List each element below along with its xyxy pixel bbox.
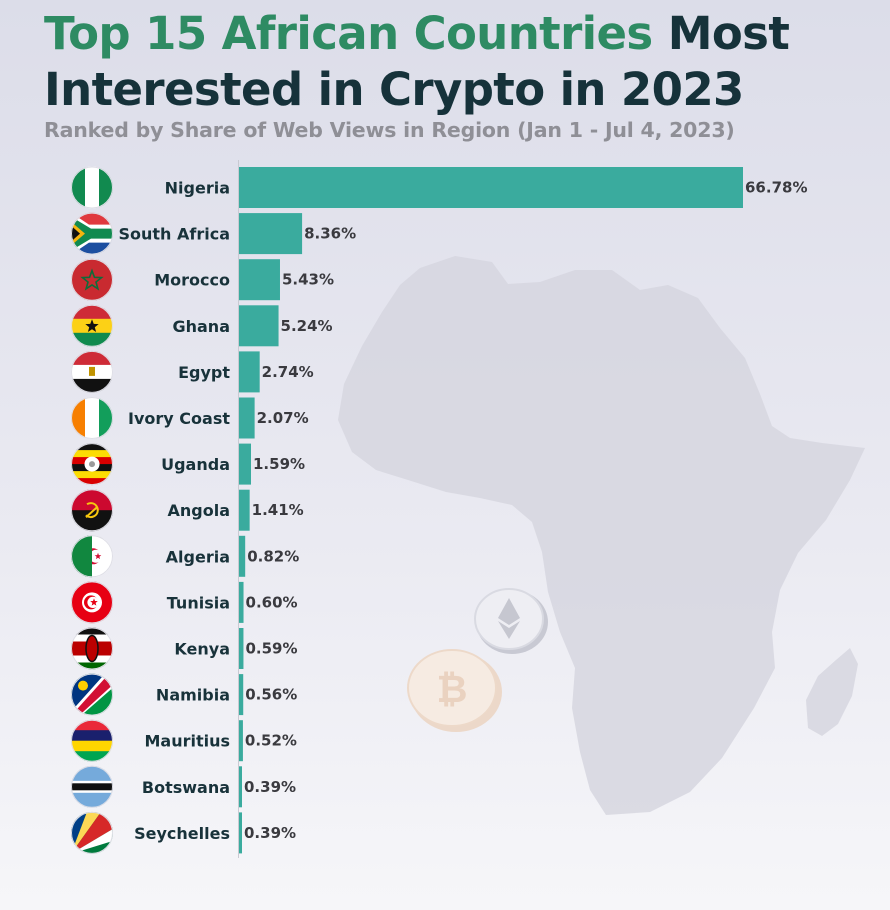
ivory-coast-flag-icon xyxy=(71,397,113,439)
category-label-kenya: Kenya xyxy=(174,640,230,659)
bar-uganda xyxy=(239,443,251,485)
bar-nigeria xyxy=(239,167,743,208)
morocco-flag-icon xyxy=(71,258,113,301)
category-label-tunisia: Tunisia xyxy=(167,593,230,612)
value-label-algeria: 0.82% xyxy=(247,547,299,565)
category-label-seychelles: Seychelles xyxy=(134,824,230,843)
africa-map-silhouette xyxy=(338,256,865,815)
chart-title: Top 15 African Countries Most Interested … xyxy=(44,6,790,118)
bar-ghana xyxy=(239,305,279,347)
chart-subtitle: Ranked by Share of Web Views in Region (… xyxy=(44,118,735,142)
value-label-mauritius: 0.52% xyxy=(245,732,297,750)
category-label-namibia: Namibia xyxy=(156,686,230,705)
bar-south-africa xyxy=(239,213,303,255)
uganda-flag-icon xyxy=(71,443,113,486)
category-label-uganda: Uganda xyxy=(161,455,230,474)
bar-morocco xyxy=(239,259,280,301)
botswana-flag-icon xyxy=(71,765,113,808)
bar-botswana xyxy=(239,766,242,808)
category-label-morocco: Morocco xyxy=(154,271,230,290)
south-africa-flag-icon xyxy=(71,212,113,255)
title-rest: Most xyxy=(652,7,790,60)
title-line-2: Interested in Crypto in 2023 xyxy=(44,63,744,116)
tunisia-flag-icon xyxy=(71,581,113,624)
bar-ivory-coast xyxy=(239,397,255,439)
category-label-south-africa: South Africa xyxy=(118,225,230,244)
value-label-angola: 1.41% xyxy=(252,501,304,519)
bitcoin-coin-icon: ₿ xyxy=(407,649,502,732)
category-label-ghana: Ghana xyxy=(172,317,230,336)
value-label-morocco: 5.43% xyxy=(282,271,334,289)
bar-seychelles xyxy=(239,812,242,854)
title-highlight: Top 15 African Countries xyxy=(44,7,653,60)
category-label-mauritius: Mauritius xyxy=(144,732,230,751)
bar-egypt xyxy=(239,351,260,393)
svg-text:₿: ₿ xyxy=(437,667,468,711)
ethereum-coin-icon xyxy=(474,588,548,654)
mauritius-flag-icon xyxy=(71,719,113,762)
algeria-flag-icon xyxy=(71,535,113,578)
bar-algeria xyxy=(239,535,246,577)
angola-flag-icon xyxy=(71,489,113,532)
bar-angola xyxy=(239,489,250,531)
value-label-egypt: 2.74% xyxy=(262,363,314,381)
category-label-botswana: Botswana xyxy=(142,778,230,797)
value-label-uganda: 1.59% xyxy=(253,455,305,473)
value-label-ghana: 5.24% xyxy=(281,317,333,335)
namibia-flag-icon xyxy=(71,673,113,716)
seychelles-flag-icon xyxy=(71,811,113,854)
category-label-egypt: Egypt xyxy=(178,363,230,382)
value-label-kenya: 0.59% xyxy=(245,640,297,658)
kenya-flag-icon xyxy=(71,627,113,670)
bar-tunisia xyxy=(239,581,244,623)
ghana-flag-icon xyxy=(71,304,113,347)
value-label-tunisia: 0.60% xyxy=(246,593,298,611)
category-label-algeria: Algeria xyxy=(166,547,230,566)
value-label-nigeria: 66.78% xyxy=(745,179,807,197)
value-label-ivory-coast: 2.07% xyxy=(257,409,309,427)
value-label-namibia: 0.56% xyxy=(245,686,297,704)
category-label-ivory-coast: Ivory Coast xyxy=(128,409,230,428)
category-label-angola: Angola xyxy=(168,501,231,520)
madagascar-silhouette xyxy=(806,648,858,736)
category-label-nigeria: Nigeria xyxy=(165,179,230,198)
bar-kenya xyxy=(239,628,244,669)
value-label-botswana: 0.39% xyxy=(244,778,296,796)
value-label-seychelles: 0.39% xyxy=(244,824,296,842)
bar-mauritius xyxy=(239,720,243,762)
value-label-south-africa: 8.36% xyxy=(304,225,356,243)
bar-namibia xyxy=(239,674,244,716)
